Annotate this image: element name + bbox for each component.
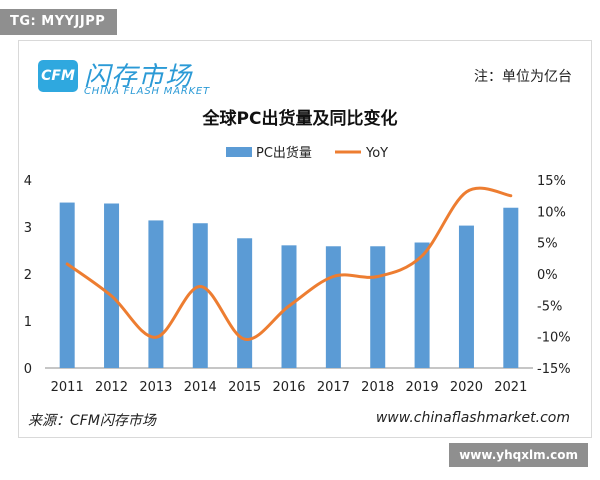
- y-left-tick-label: 4: [24, 174, 32, 189]
- bar: [148, 220, 164, 368]
- y-left-tick-label: 1: [24, 315, 32, 330]
- y-right-tick-label: 10%: [537, 205, 566, 220]
- cfm-logo-icon: CFM: [38, 60, 78, 92]
- y-left-tick-label: 3: [24, 221, 32, 236]
- legend: PC出货量 YoY: [226, 145, 388, 161]
- x-tick-label: 2014: [184, 380, 217, 395]
- y-right-tick-label: -10%: [537, 331, 571, 346]
- bar: [104, 203, 120, 368]
- y-right-tick-label: -5%: [537, 299, 562, 314]
- y-right-tick-label: -15%: [537, 362, 571, 377]
- bar: [325, 246, 341, 368]
- x-tick-label: 2013: [139, 380, 172, 395]
- bar: [59, 202, 75, 368]
- y-right-tick-label: 0%: [537, 268, 558, 283]
- bar: [237, 238, 253, 368]
- bar: [458, 225, 474, 368]
- bar: [192, 223, 208, 368]
- logo-name-en: CHINA FLASH MARKET: [84, 86, 210, 97]
- y-left-tick-label: 0: [24, 362, 32, 377]
- x-tick-label: 2017: [317, 380, 350, 395]
- bar-series: [59, 202, 519, 368]
- legend-swatch-bar: [226, 147, 252, 157]
- watermark-bottom: www.yhqxlm.com: [449, 443, 588, 467]
- axes: 0 1 2 3 4 -15% -10% -5% 0% 5% 10% 15% 2011 2012 2013 20…: [24, 174, 571, 395]
- unit-note: 注：单位为亿台: [474, 69, 572, 85]
- x-tick-label: 2021: [494, 380, 527, 395]
- yoy-line: [65, 186, 513, 341]
- x-tick-label: 2015: [228, 380, 261, 395]
- bar: [503, 207, 519, 368]
- bar: [370, 246, 386, 368]
- watermark-top: TG: MYYJJPP: [0, 9, 118, 35]
- y-left-tick-label: 2: [24, 268, 32, 283]
- legend-label-bar: PC出货量: [256, 145, 312, 161]
- x-tick-label: 2019: [406, 380, 439, 395]
- logo-name-cn: 闪存市场: [84, 62, 193, 92]
- legend-label-line: YoY: [365, 146, 388, 161]
- x-tick-label: 2018: [361, 380, 394, 395]
- bar: [414, 242, 430, 368]
- x-tick-label: 2020: [450, 380, 483, 395]
- x-tick-label: 2011: [51, 380, 84, 395]
- y-right-tick-label: 5%: [537, 237, 558, 252]
- y-right-tick-label: 15%: [537, 174, 566, 189]
- source-url: www.chinaflashmarket.com: [375, 410, 570, 426]
- chart-title: 全球PC出货量及同比变化: [202, 108, 398, 129]
- x-tick-label: 2012: [95, 380, 128, 395]
- x-tick-label: 2016: [272, 380, 305, 395]
- source-note: 来源：CFM闪存市场: [28, 413, 156, 429]
- yoy-series: [65, 186, 513, 341]
